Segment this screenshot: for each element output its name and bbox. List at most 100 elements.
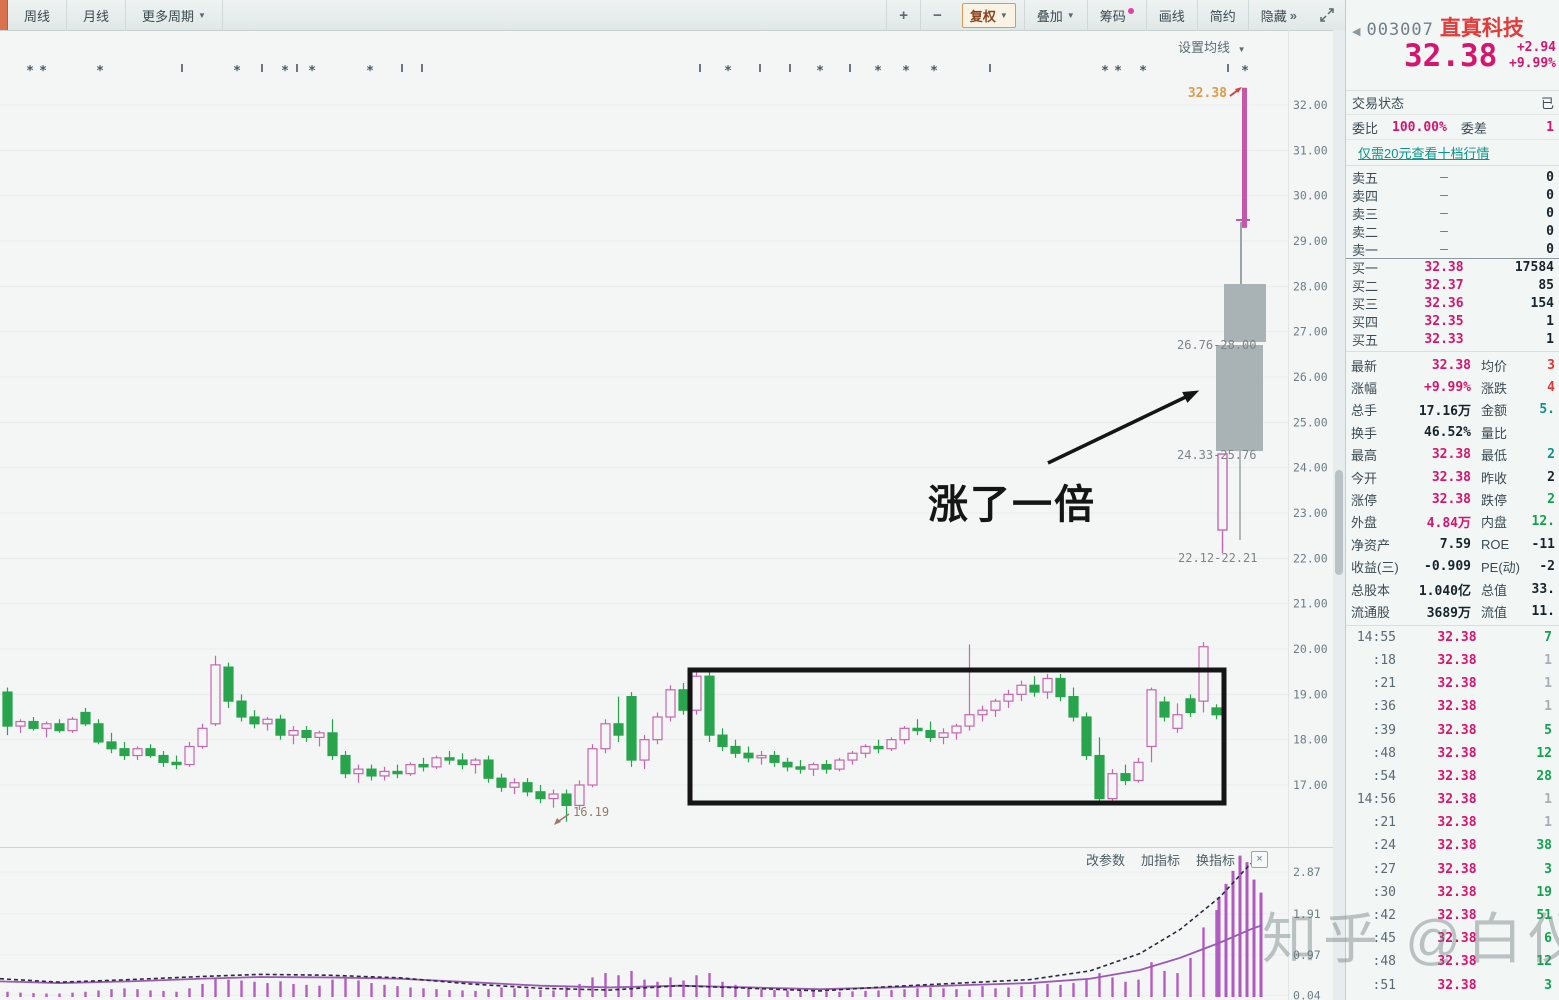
macd-bar xyxy=(500,987,503,997)
tick-row[interactable]: :24 32.38 38 xyxy=(1346,834,1559,857)
buy-row[interactable]: 买二 32.37 85 xyxy=(1346,277,1559,295)
candle-body xyxy=(301,729,312,738)
sell-row[interactable]: 卖二 — 0 xyxy=(1346,222,1559,240)
candle-body xyxy=(262,718,273,725)
candle-body xyxy=(366,768,377,777)
sell-row[interactable]: 卖四 — 0 xyxy=(1346,187,1559,205)
stat-label: 最低 xyxy=(1481,448,1508,464)
switch-indicator-button[interactable]: 换指标 xyxy=(1195,852,1235,868)
candle-body xyxy=(886,739,897,750)
y-axis-tick: 31.00 xyxy=(1293,143,1328,157)
stat-label: 昨收 xyxy=(1481,470,1508,486)
tick-row[interactable]: :51 32.38 3 xyxy=(1346,973,1559,996)
sub-y-axis-tick: 0.04 xyxy=(1293,988,1321,1000)
more-periods-label: 更多周期 xyxy=(142,8,195,24)
stat-value: 32.38 xyxy=(1431,492,1471,507)
tab-monthly[interactable]: 月线 xyxy=(67,0,127,30)
annotation-text: 涨了一倍 xyxy=(928,483,1096,527)
macd-bar xyxy=(942,988,945,997)
tick-row[interactable]: :45 32.38 6 xyxy=(1346,927,1559,950)
stat-row: 最新 32.38 均价 3 xyxy=(1346,354,1559,376)
tab-weekly[interactable]: 周线 xyxy=(8,0,68,30)
stat-row: 涨停 32.38 跌停 2 xyxy=(1346,488,1559,510)
overlay-dropdown[interactable]: 叠加 ▼ xyxy=(1023,0,1087,30)
add-indicator-button[interactable]: 加指标 xyxy=(1140,852,1180,868)
weibi-row: 委比 100.00% 委差 1 xyxy=(1346,115,1559,140)
stat-value: 2 xyxy=(1547,469,1555,485)
sell-row[interactable]: 卖三 — 0 xyxy=(1346,205,1559,223)
candle-body xyxy=(860,745,871,754)
candle-body xyxy=(938,732,949,738)
adjust-rights-dropdown[interactable]: 复权 ▼ xyxy=(961,2,1016,28)
tick-time: :45 xyxy=(1372,931,1396,947)
macd-bar xyxy=(1238,855,1242,997)
book-separator xyxy=(1346,257,1559,259)
tick-price: 32.38 xyxy=(1437,629,1477,645)
event-marker-icon: * xyxy=(874,64,882,79)
sell-row[interactable]: 卖五 — 0 xyxy=(1346,169,1559,187)
tick-row[interactable]: :42 32.38 51 xyxy=(1346,904,1559,927)
tick-time: :30 xyxy=(1372,884,1396,900)
change-params-button[interactable]: 改参数 xyxy=(1085,852,1125,868)
buy-row[interactable]: 买五 32.33 1 xyxy=(1346,330,1559,348)
tick-volume: 1 xyxy=(1544,815,1552,831)
stat-label: 总股本 xyxy=(1351,582,1391,598)
event-marker-icon: * xyxy=(930,64,938,79)
macd-bar xyxy=(422,988,425,997)
sell-level-label: 卖一 xyxy=(1352,242,1379,258)
tick-row[interactable]: :48 32.38 12 xyxy=(1346,742,1559,765)
candle-body xyxy=(600,723,611,750)
hide-button[interactable]: 隐藏» xyxy=(1247,0,1309,30)
buy-row[interactable]: 买四 32.35 1 xyxy=(1346,312,1559,330)
y-axis-tick: 17.00 xyxy=(1293,778,1328,792)
quote-panel: ◀ 003007 直真科技 32.38 +2.94 +9.99% 交易状态 已 … xyxy=(1345,0,1559,1000)
back-arrow-icon[interactable]: ◀ xyxy=(1352,26,1361,38)
tick-price: 32.38 xyxy=(1437,884,1477,900)
y-axis-tick: 23.00 xyxy=(1293,506,1328,520)
chips-button[interactable]: 筹码 xyxy=(1086,0,1146,30)
candle-body xyxy=(431,757,442,768)
candle-body xyxy=(951,725,962,734)
top-toolbar: 周线 月线 更多周期 ▼ + − 复权 ▼ 叠加 ▼ 筹码 画线 简约 隐藏» xyxy=(0,0,1345,31)
candle-body xyxy=(769,754,780,763)
candle-body xyxy=(704,675,715,736)
draw-line-button[interactable]: 画线 xyxy=(1145,0,1197,30)
panel-scrollbar-thumb[interactable] xyxy=(1335,470,1343,575)
zoom-in-button[interactable]: + xyxy=(886,0,920,30)
stat-label: 流值 xyxy=(1481,604,1508,620)
tick-row[interactable]: :30 32.38 19 xyxy=(1346,881,1559,904)
buy-row[interactable]: 买三 32.36 154 xyxy=(1346,295,1559,313)
tick-row[interactable]: :39 32.38 5 xyxy=(1346,718,1559,741)
tick-row[interactable]: :21 32.38 1 xyxy=(1346,672,1559,695)
tick-row[interactable]: :27 32.38 3 xyxy=(1346,858,1559,881)
zoom-out-button[interactable]: − xyxy=(920,0,954,30)
tick-row[interactable]: :18 32.38 1 xyxy=(1346,649,1559,672)
event-marker-icon: * xyxy=(233,64,241,79)
candle-body xyxy=(925,729,936,738)
stat-value: 3 xyxy=(1547,357,1555,373)
candle-body xyxy=(1003,693,1014,702)
macd-bar xyxy=(1217,896,1221,997)
tick-volume: 7 xyxy=(1544,629,1552,645)
macd-bar xyxy=(19,992,22,997)
level2-promo-link[interactable]: 仅需20元查看十档行情 xyxy=(1358,146,1490,161)
simple-mode-button[interactable]: 简约 xyxy=(1196,0,1248,30)
toolbar-right-group: + − 复权 ▼ 叠加 ▼ 筹码 画线 简约 隐藏» xyxy=(886,0,1345,30)
ma-settings-dropdown[interactable]: 设置均线 ▼ xyxy=(1178,37,1246,56)
tick-row[interactable]: :48 32.38 12 xyxy=(1346,950,1559,973)
tick-row[interactable]: :54 32.38 28 xyxy=(1346,765,1559,788)
close-indicator-icon[interactable]: × xyxy=(1251,850,1268,868)
tick-row[interactable]: 14:56 32.38 1 xyxy=(1346,788,1559,811)
tick-row[interactable]: 14:55 32.38 7 xyxy=(1346,626,1559,649)
candle-body xyxy=(418,763,429,768)
tick-row[interactable]: :36 32.38 1 xyxy=(1346,695,1559,718)
candlestick-chart[interactable]: 32.00 31.00 30.00 29.00 28.00 27.00 26.00 25.00… xyxy=(0,0,1345,1000)
sell-row[interactable]: 卖一 — 0 xyxy=(1346,240,1559,258)
more-periods-dropdown[interactable]: 更多周期 ▼ xyxy=(126,0,223,30)
buy-row[interactable]: 买一 32.38 17584 xyxy=(1346,259,1559,277)
tick-row[interactable]: :21 32.38 1 xyxy=(1346,811,1559,834)
stat-label: ROE xyxy=(1481,536,1510,552)
tick-list: 14:55 32.38 7:18 32.38 1:21 32.38 1:36 32.38 1:3… xyxy=(1346,626,1559,997)
expand-icon[interactable] xyxy=(1319,7,1335,23)
sell-price: — xyxy=(1440,205,1448,221)
